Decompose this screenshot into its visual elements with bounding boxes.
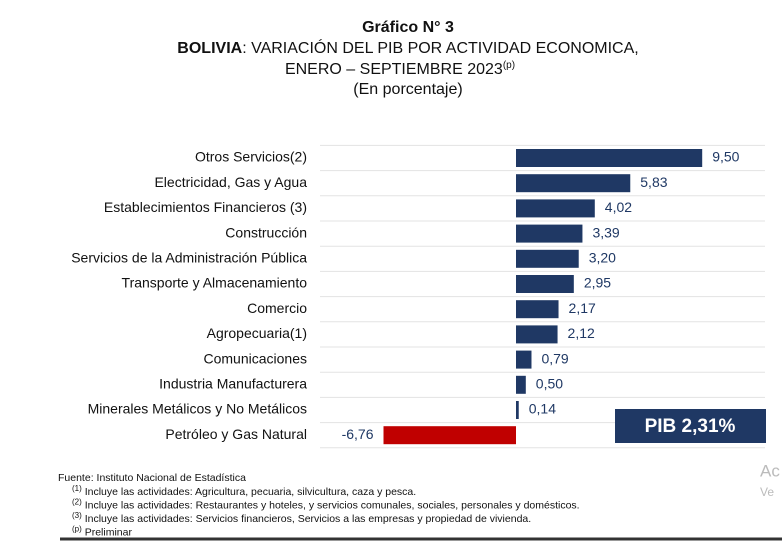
value-label: 0,79 <box>541 350 568 366</box>
footnote: (p) Preliminar <box>72 525 132 539</box>
value-label: 9,50 <box>712 149 739 165</box>
bar <box>516 249 579 268</box>
value-label: 5,83 <box>640 174 667 190</box>
watermark: Ac <box>760 461 780 480</box>
value-label: 2,12 <box>568 325 595 341</box>
bar <box>516 375 526 394</box>
category-label: Comunicaciones <box>204 350 308 366</box>
footnote: (2) Incluye las actividades: Restaurante… <box>72 498 580 512</box>
footnote-text: Incluye las actividades: Restaurantes y … <box>82 499 580 511</box>
title-line2: ENERO – SEPTIEMBRE 2023 <box>285 61 503 78</box>
annotation-box <box>615 409 766 443</box>
title-rest: : VARIACIÓN DEL PIB POR ACTIVIDAD ECONOM… <box>242 38 639 57</box>
footnote-mark: (p) <box>72 525 82 534</box>
title-mark: (p) <box>503 60 515 71</box>
watermark: Ve <box>760 485 774 499</box>
bar <box>516 199 595 218</box>
value-label: 0,14 <box>529 401 556 417</box>
title-bold: BOLIVIA <box>177 40 242 57</box>
bar <box>516 325 558 344</box>
category-label: Petróleo y Gas Natural <box>165 426 307 442</box>
category-label: Servicios de la Administración Pública <box>71 250 307 266</box>
value-label: 0,50 <box>536 376 563 392</box>
chart-title: BOLIVIA: VARIACIÓN DEL PIB POR ACTIVIDAD… <box>177 38 638 57</box>
bar <box>383 426 516 445</box>
category-label: Comercio <box>247 300 307 316</box>
footnote-mark: (3) <box>72 511 82 520</box>
footnote-text: Incluye las actividades: Servicios finan… <box>82 513 531 525</box>
category-label: Electricidad, Gas y Agua <box>154 174 307 190</box>
category-label: Establecimientos Financieros (3) <box>104 199 307 215</box>
bar <box>516 275 574 293</box>
bar <box>516 350 532 369</box>
bar <box>516 224 583 243</box>
source: Fuente: Instituto Nacional de Estadístic… <box>58 472 246 484</box>
chart-subtitle: (En porcentaje) <box>353 81 462 98</box>
category-label: Industria Manufacturera <box>159 376 307 392</box>
footnote-mark: (2) <box>72 498 82 507</box>
annotation: PIB 2,31% <box>645 416 736 437</box>
value-label: 3,20 <box>589 250 616 266</box>
bar <box>516 300 559 319</box>
footnote: (1) Incluye las actividades: Agricultura… <box>72 484 416 498</box>
value-label: 4,02 <box>605 199 632 215</box>
value-label: 2,95 <box>584 275 611 291</box>
value-label: 3,39 <box>592 224 619 240</box>
value-label: 2,17 <box>569 300 596 316</box>
bar <box>516 149 703 167</box>
bar <box>516 174 631 193</box>
value-label: -6,76 <box>342 426 374 442</box>
chart-title-line2: ENERO – SEPTIEMBRE 2023(p) <box>285 60 515 79</box>
category-label: Otros Servicios(2) <box>195 149 307 165</box>
footnote: (3) Incluye las actividades: Servicios f… <box>72 511 531 525</box>
category-label: Agropecuaria(1) <box>207 325 307 341</box>
footnote-text: Incluye las actividades: Agricultura, pe… <box>82 486 416 498</box>
chart-heading: Gráfico N° 3 <box>362 19 454 36</box>
footnote-mark: (1) <box>72 484 82 493</box>
footnote-text: Preliminar <box>82 526 133 538</box>
category-label: Construcción <box>225 224 307 240</box>
bar <box>516 401 519 419</box>
category-label: Minerales Metálicos y No Metálicos <box>88 401 307 417</box>
category-label: Transporte y Almacenamiento <box>122 275 308 291</box>
